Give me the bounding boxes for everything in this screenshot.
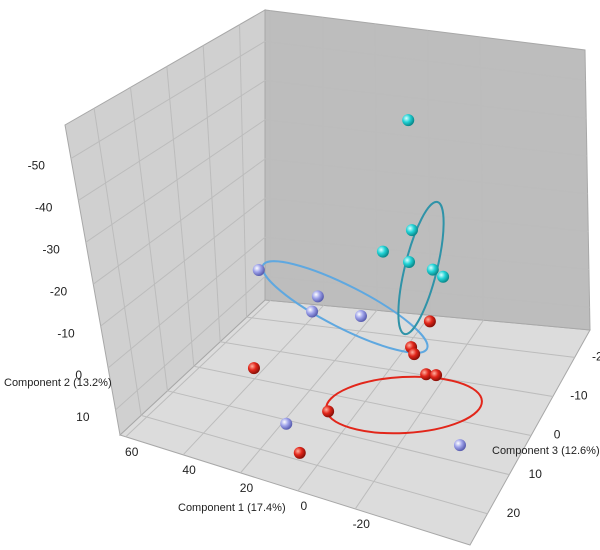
y-tick-label: 0 — [75, 368, 82, 382]
grid-line — [129, 87, 168, 391]
grid-line — [239, 24, 248, 318]
grid-line — [115, 276, 266, 411]
x-axis-title: Component 1 (17.4%) — [178, 502, 286, 514]
point — [423, 315, 436, 328]
point — [322, 405, 335, 418]
plot-box — [64, 9, 591, 546]
y-tick-label: -50 — [28, 159, 46, 173]
grid-line — [479, 36, 484, 321]
grid-line — [264, 119, 587, 157]
x-tick-label: 0 — [301, 499, 308, 513]
point — [376, 245, 389, 258]
grid-line — [322, 17, 325, 306]
grid-line — [354, 319, 484, 510]
point — [311, 290, 324, 303]
point — [430, 369, 443, 382]
grid-line — [182, 305, 324, 456]
point — [405, 224, 418, 237]
grid-line — [264, 197, 589, 233]
grid-line — [264, 236, 589, 270]
ellipse-blue — [261, 260, 429, 354]
z-tick-label: -20 — [592, 350, 600, 364]
x-tick-label: 60 — [125, 445, 139, 459]
grid-line — [125, 300, 271, 438]
grid-line — [85, 119, 266, 243]
labels: Component 2 (13.2%) Component 1 (17.4%) … — [4, 159, 600, 531]
points — [247, 114, 466, 459]
y-tick-label: 10 — [76, 410, 90, 424]
grid-line — [193, 365, 532, 437]
z-tick-label: 0 — [554, 428, 561, 442]
grid-line — [264, 40, 586, 81]
y-tick-label: -20 — [50, 284, 68, 298]
y-tick-label: -30 — [42, 242, 60, 256]
z-tick-label: -10 — [570, 389, 588, 403]
y-tick-label: -10 — [57, 326, 75, 340]
x-tick-label: 20 — [240, 481, 254, 495]
x-tick-label: 40 — [182, 463, 196, 477]
z-axis-title: Component 3 (12.6%) — [492, 445, 600, 457]
grid-line — [202, 45, 221, 342]
grid-line — [374, 23, 378, 311]
point — [280, 417, 293, 430]
point — [408, 348, 421, 361]
point — [402, 114, 415, 127]
grid-line — [140, 414, 488, 515]
grid-line — [167, 390, 510, 476]
point — [247, 362, 260, 375]
point — [437, 270, 450, 283]
point — [426, 263, 439, 276]
grid-line — [240, 310, 378, 474]
grid-line — [70, 40, 266, 159]
point — [252, 263, 265, 276]
z-tick-label: 10 — [529, 467, 543, 481]
point — [306, 305, 319, 318]
point — [403, 255, 416, 268]
point — [453, 439, 466, 452]
point — [354, 310, 367, 323]
grid-line — [264, 158, 588, 195]
grid-line — [92, 158, 266, 285]
grid-line — [78, 80, 266, 201]
x-tick-label: -20 — [353, 517, 371, 531]
grid-line — [100, 197, 266, 327]
y-axis-title: Component 2 (13.2%) — [4, 377, 112, 389]
grid-line — [264, 80, 587, 119]
grid-line — [246, 316, 575, 358]
y-tick-label: -40 — [35, 201, 53, 215]
point — [420, 368, 433, 381]
grid-line — [93, 108, 142, 416]
grid-line — [220, 341, 553, 397]
grid-line — [166, 66, 195, 367]
z-tick-label: 20 — [507, 506, 521, 520]
point — [293, 446, 306, 459]
grid-line — [264, 275, 590, 308]
grid-line — [107, 236, 266, 369]
